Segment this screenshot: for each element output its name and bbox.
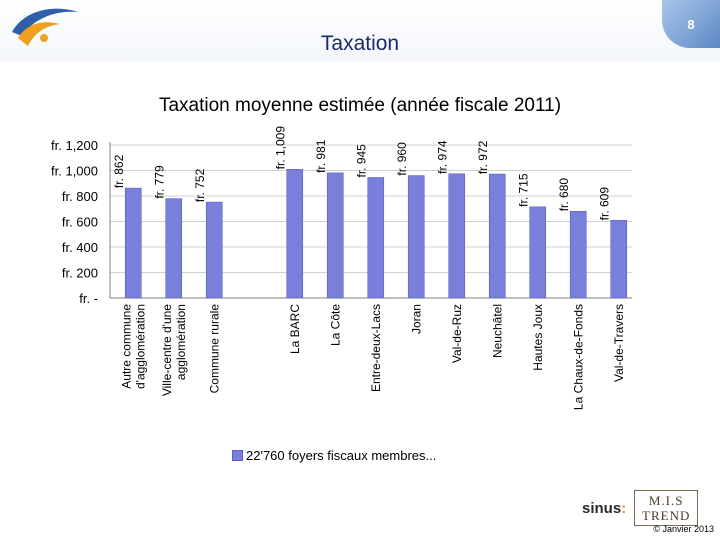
bar bbox=[610, 220, 628, 299]
bar-value-label: fr. 1,009 bbox=[274, 126, 288, 170]
x-category-label: Val-de-Ruz bbox=[450, 304, 464, 363]
bar bbox=[286, 169, 304, 299]
x-category-label: Neuchâtel bbox=[490, 304, 504, 358]
x-category-label: La BARC bbox=[288, 304, 302, 354]
x-category-label-line: Autre commune bbox=[119, 304, 133, 389]
x-category-label-line: d'agglomération bbox=[133, 304, 147, 389]
y-tick-label: fr. 1,200 bbox=[51, 138, 98, 153]
bar-value-label: fr. 715 bbox=[517, 173, 531, 207]
y-tick-label: fr. 600 bbox=[62, 215, 98, 230]
header-band bbox=[0, 0, 720, 62]
slide-number-badge: 8 bbox=[662, 0, 720, 48]
copyright-text: © Janvier 2013 bbox=[653, 524, 714, 534]
x-category-label: Joran bbox=[409, 304, 423, 334]
y-tick-label: fr. 800 bbox=[62, 189, 98, 204]
bar-value-label: fr. 609 bbox=[598, 187, 612, 221]
bar bbox=[205, 201, 223, 299]
x-category-label: Hautes Joux bbox=[531, 304, 545, 371]
x-category-label: Autre commune d'agglomération bbox=[119, 304, 147, 389]
legend-label: 22'760 foyers fiscaux membres... bbox=[246, 448, 437, 463]
chart-legend: 22'760 foyers fiscaux membres... bbox=[232, 448, 436, 463]
x-category-label-line: Neuchâtel bbox=[490, 304, 504, 358]
x-category-label-line: Joran bbox=[409, 304, 423, 334]
bar bbox=[569, 211, 587, 299]
brand-logos: sinus: M.I.S TREND bbox=[582, 490, 699, 526]
bar bbox=[488, 173, 506, 299]
page-title: Taxation bbox=[320, 32, 400, 55]
bar bbox=[448, 173, 466, 299]
x-category-label-line: Ville-centre d'une bbox=[160, 304, 174, 396]
company-logo bbox=[12, 8, 78, 46]
bar bbox=[326, 172, 344, 299]
mis-trend-logo: M.I.S TREND bbox=[634, 490, 699, 526]
bar-value-label: fr. 680 bbox=[557, 178, 571, 212]
y-tick-label: fr. 200 bbox=[62, 266, 98, 281]
y-tick-label: fr. - bbox=[79, 291, 98, 306]
bar bbox=[529, 206, 547, 299]
x-category-label-line: La BARC bbox=[288, 304, 302, 354]
y-tick-label: fr. 400 bbox=[62, 240, 98, 255]
x-category-label-line: Val-de-Travers bbox=[612, 304, 626, 382]
x-category-label: La Chaux-de-Fonds bbox=[571, 304, 585, 410]
x-category-label-line: Hautes Joux bbox=[531, 304, 545, 371]
bar-value-label: fr. 779 bbox=[153, 165, 167, 199]
x-category-label-line: La Côte bbox=[328, 304, 342, 346]
x-category-label: Val-de-Travers bbox=[612, 304, 626, 382]
bar bbox=[165, 198, 183, 299]
x-category-label: Ville-centre d'une agglomération bbox=[160, 304, 188, 396]
bar-value-label: fr. 752 bbox=[193, 168, 207, 202]
bar-value-label: fr. 981 bbox=[314, 139, 328, 173]
bar-value-label: fr. 960 bbox=[395, 142, 409, 176]
x-category-label-line: agglomération bbox=[174, 304, 188, 380]
bar-value-label: fr. 862 bbox=[112, 154, 126, 188]
x-category-label-line: Entre-deux-Lacs bbox=[369, 304, 383, 392]
chart-title: Taxation moyenne estimée (année fiscale … bbox=[158, 95, 562, 116]
bar bbox=[407, 175, 425, 299]
x-category-label: Commune rurale bbox=[207, 304, 221, 394]
y-tick-label: fr. 1,000 bbox=[51, 164, 98, 179]
bar bbox=[124, 187, 142, 299]
bar-value-label: fr. 972 bbox=[476, 140, 490, 174]
x-category-label-line: Val-de-Ruz bbox=[450, 304, 464, 363]
legend-swatch bbox=[232, 450, 243, 461]
bar-value-label: fr. 945 bbox=[355, 144, 369, 178]
x-category-label-line: La Chaux-de-Fonds bbox=[571, 304, 585, 410]
x-category-label: Entre-deux-Lacs bbox=[369, 304, 383, 392]
sinus-logo: sinus: bbox=[582, 499, 627, 517]
x-category-label: La Côte bbox=[328, 304, 342, 346]
bar bbox=[367, 177, 385, 299]
x-category-label-line: Commune rurale bbox=[207, 304, 221, 394]
bar-value-label: fr. 974 bbox=[436, 140, 450, 174]
